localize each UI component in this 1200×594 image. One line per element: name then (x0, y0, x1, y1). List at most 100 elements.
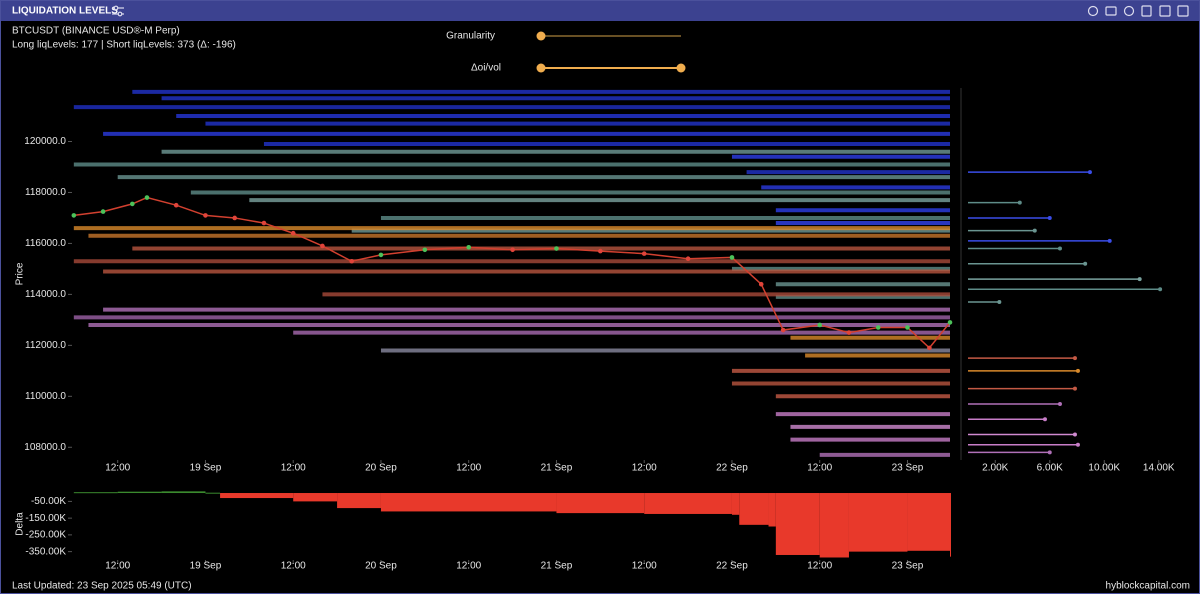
y-axis-label: Delta (15, 512, 26, 536)
volume-bar-end (1087, 170, 1092, 175)
delta-step (775, 493, 820, 555)
price-point (846, 330, 852, 335)
x-tick-label: 21 Sep (541, 463, 573, 474)
y-tick-label: -50.00K (31, 496, 66, 507)
volume-bar-end (1075, 442, 1080, 447)
price-point (780, 327, 786, 333)
y-tick-label: 108000.0 (24, 442, 66, 453)
y-tick-label: 116000.0 (25, 238, 66, 249)
summary: Long liqLevels: 177 | Short liqLevels: 3… (12, 40, 236, 51)
x-tick-label: 12:00 (456, 463, 481, 474)
y-tick-label: 114000.0 (25, 289, 66, 300)
volume-bar-end (1083, 261, 1088, 266)
x-tick-label: 12:00 (632, 561, 657, 572)
x-tick-label: 19 Sep (190, 561, 222, 572)
volume-bar-end (1032, 228, 1037, 233)
x-tick-label: 12:00 (105, 561, 130, 572)
camera-button[interactable] (1105, 6, 1117, 16)
x-tick-label: 12:00 (632, 463, 657, 474)
last-updated: Last Updated: 23 Sep 2025 05:49 (UTC) (12, 581, 192, 592)
x-tick-label: 22 Sep (716, 561, 748, 572)
volume-bar-end (1057, 401, 1062, 406)
x-tick-label: 19 Sep (190, 463, 222, 474)
volume-bar-end (1075, 368, 1080, 373)
delta-step (907, 493, 950, 551)
volume-bar-end (1137, 277, 1142, 282)
price-point (320, 243, 325, 249)
y-tick-label: -250.00K (25, 530, 66, 541)
granularity-slider[interactable] (536, 31, 682, 41)
price-point (290, 230, 296, 236)
x-tick-label: 20 Sep (365, 561, 397, 572)
price-point (232, 215, 238, 221)
volume-bar-end (1107, 238, 1112, 243)
x-tick-label: 2.00K (982, 463, 1008, 474)
price-point (685, 256, 691, 262)
price-point (905, 325, 910, 330)
x-tick-label: 12:00 (807, 463, 832, 474)
price-point (729, 255, 735, 260)
price-point (203, 213, 208, 218)
price-point (261, 220, 267, 226)
granularity-label: Granularity (446, 31, 495, 42)
delta-step (337, 493, 381, 509)
y-tick-label: 110000.0 (25, 391, 66, 402)
price-point (598, 248, 603, 254)
x-tick-label: 23 Sep (892, 463, 924, 474)
delta-step (117, 491, 162, 494)
gear-button[interactable] (1123, 5, 1135, 17)
price-point (758, 281, 764, 287)
volume-bar-end (1158, 287, 1163, 292)
price-point (466, 244, 472, 250)
plots: 108000.0 110000.0 112000.0 114000.0 116000.0… (15, 89, 1175, 572)
volume-bar-end (1057, 246, 1062, 251)
price-point (554, 246, 559, 251)
delta-step (819, 493, 849, 558)
price-point (173, 202, 179, 208)
delta-step (293, 493, 338, 502)
y-tick-label: 112000.0 (25, 340, 66, 351)
price-point (130, 201, 135, 207)
close-button[interactable] (1177, 5, 1189, 17)
settings-icon[interactable] (112, 5, 124, 17)
save-button[interactable] (1141, 5, 1152, 17)
delta-step (950, 493, 951, 557)
expand-button[interactable] (1159, 5, 1171, 17)
x-tick-label: 20 Sep (365, 463, 397, 474)
volume-bar-end (1072, 386, 1077, 391)
price-point (349, 258, 355, 264)
x-tick-label: 12:00 (281, 561, 306, 572)
x-tick-label: 12:00 (281, 463, 306, 474)
price-point (927, 345, 932, 351)
price-point (641, 251, 647, 256)
volume-bar-end (997, 300, 1002, 305)
delta-step (731, 493, 740, 515)
price-point (71, 213, 77, 218)
volume-bar-end (1047, 450, 1052, 455)
x-tick-label: 14.00K (1143, 463, 1175, 474)
price-point (422, 247, 428, 253)
header-bar (1, 1, 1199, 21)
symbol: BTCUSDT (BINANCE USD®-M Perp) (12, 26, 180, 37)
volume-bar-end (1047, 215, 1052, 220)
delta-step (556, 493, 645, 514)
x-tick-label: 21 Sep (541, 561, 573, 572)
y-tick-label: 120000.0 (24, 136, 66, 147)
delta-step (644, 493, 732, 514)
refresh-button[interactable] (1087, 5, 1099, 17)
x-tick-label: 12:00 (105, 463, 130, 474)
x-tick-label: 12:00 (807, 561, 832, 572)
y-tick-label: 118000.0 (25, 187, 66, 198)
volume-bar-end (1072, 356, 1077, 361)
y-tick-label: -350.00K (25, 546, 66, 557)
y-tick-label: -150.00K (25, 513, 66, 524)
x-tick-label: 23 Sep (892, 561, 924, 572)
delta-step (220, 493, 294, 499)
x-tick-label: 12:00 (456, 561, 481, 572)
oi-vol-slider[interactable] (536, 63, 686, 73)
brand: hyblockcapital.com (1106, 581, 1190, 592)
delta-step (739, 493, 769, 525)
delta-step (161, 491, 206, 494)
price-point (875, 325, 881, 330)
